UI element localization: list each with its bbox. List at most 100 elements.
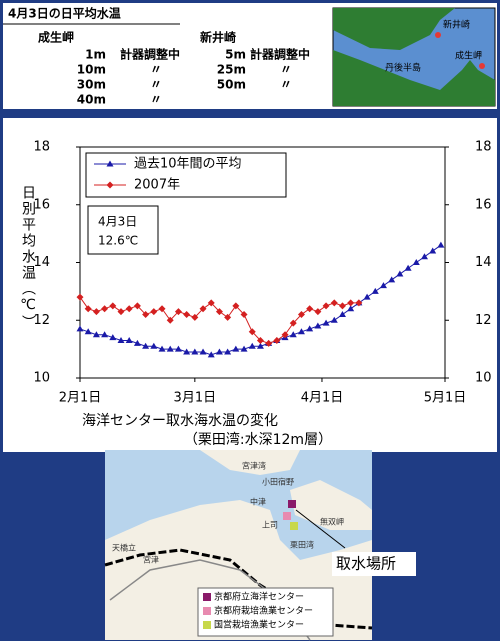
point bbox=[232, 302, 240, 310]
callout-line bbox=[295, 509, 346, 549]
y-tick-label: 10 bbox=[33, 371, 50, 386]
point bbox=[363, 293, 371, 300]
map-label: 上司 bbox=[262, 521, 278, 530]
map-label: 無双岬 bbox=[320, 517, 344, 527]
point bbox=[183, 348, 191, 355]
legend-label: 2007年 bbox=[134, 178, 180, 193]
point bbox=[256, 336, 264, 344]
point bbox=[117, 308, 125, 316]
legend-box bbox=[85, 152, 287, 198]
point bbox=[174, 308, 182, 316]
map-land bbox=[200, 450, 300, 475]
y-tick-label: 18 bbox=[33, 140, 50, 155]
map-label: 宮津湾 bbox=[242, 461, 266, 471]
point bbox=[412, 259, 420, 265]
depth: 50m bbox=[217, 78, 246, 92]
point bbox=[297, 328, 305, 335]
point bbox=[191, 313, 199, 321]
point bbox=[232, 345, 240, 352]
point bbox=[371, 287, 379, 294]
site-marker bbox=[283, 512, 291, 520]
point bbox=[101, 331, 109, 338]
point bbox=[388, 276, 396, 283]
y-tick-label: 12 bbox=[33, 313, 50, 328]
point bbox=[84, 328, 92, 335]
map-legend-label: 京都府栽培漁業センター bbox=[214, 605, 313, 617]
point bbox=[215, 308, 223, 316]
point bbox=[117, 336, 125, 343]
railway bbox=[104, 548, 373, 630]
map-label: 小田宿野 bbox=[262, 477, 294, 487]
point bbox=[289, 331, 297, 338]
point bbox=[437, 241, 445, 248]
depth: 10m bbox=[77, 63, 106, 77]
point bbox=[150, 342, 158, 349]
point bbox=[265, 339, 273, 347]
status: 〃 bbox=[280, 63, 292, 77]
map-legend-label: 国営栽培漁業センター bbox=[214, 619, 304, 631]
point bbox=[207, 351, 215, 358]
point bbox=[92, 331, 100, 338]
y-tick-label: 14 bbox=[33, 255, 50, 270]
y2-tick-label: 18 bbox=[475, 140, 492, 155]
mini-map-land bbox=[333, 8, 455, 50]
point bbox=[150, 308, 158, 316]
map-label: 宮津 bbox=[143, 555, 159, 565]
point bbox=[314, 322, 322, 329]
legend-label: 過去10年間の平均 bbox=[134, 157, 242, 172]
point bbox=[84, 305, 92, 313]
annotation-box bbox=[87, 205, 159, 255]
x-tick-label: 2月1日 bbox=[59, 391, 102, 406]
point bbox=[248, 328, 256, 336]
site-marker bbox=[288, 500, 296, 508]
mini-map-label: 丹後半島 bbox=[385, 62, 421, 74]
y2-tick-label: 14 bbox=[475, 255, 492, 270]
point bbox=[355, 299, 363, 307]
point bbox=[289, 319, 297, 327]
y-tick-label: 16 bbox=[33, 197, 50, 212]
y2-tick-label: 12 bbox=[475, 313, 492, 328]
point bbox=[379, 282, 387, 289]
point bbox=[207, 299, 215, 307]
point bbox=[76, 293, 84, 301]
point bbox=[240, 345, 248, 352]
point bbox=[306, 325, 314, 332]
y2-tick-label: 10 bbox=[475, 371, 492, 386]
status: 計器調整中 bbox=[120, 47, 180, 62]
point bbox=[125, 305, 133, 313]
callout: 取水場所 bbox=[336, 555, 396, 573]
point bbox=[101, 305, 109, 313]
site-dot bbox=[435, 32, 441, 38]
map-label: 中津 bbox=[250, 497, 266, 507]
status: 〃 bbox=[150, 78, 162, 92]
site-name: 新井崎 bbox=[200, 30, 236, 45]
x-tick-label: 4月1日 bbox=[301, 391, 344, 406]
map-legend-label: 京都府立海洋センター bbox=[214, 591, 304, 603]
legend-marker bbox=[106, 181, 114, 189]
mini-map-land bbox=[333, 50, 495, 106]
point bbox=[396, 270, 404, 277]
point bbox=[338, 310, 346, 317]
point bbox=[420, 253, 428, 260]
point bbox=[199, 305, 207, 313]
point bbox=[240, 310, 248, 318]
annotation: 4月3日 bbox=[98, 215, 137, 229]
site-name: 成生岬 bbox=[38, 30, 74, 45]
point bbox=[166, 316, 174, 324]
mini-map bbox=[332, 7, 496, 107]
legend-swatch bbox=[203, 621, 211, 629]
mini-map-label: 成生岬 bbox=[455, 50, 482, 62]
point bbox=[183, 310, 191, 318]
depth: 40m bbox=[77, 93, 106, 107]
mini-map-label: 新井崎 bbox=[443, 19, 470, 31]
y-axis-label: 日別平均水温（℃） bbox=[20, 185, 36, 331]
point bbox=[109, 334, 117, 341]
legend-swatch bbox=[203, 593, 211, 601]
point bbox=[330, 299, 338, 307]
point bbox=[297, 310, 305, 318]
site-dot bbox=[479, 63, 485, 69]
point bbox=[191, 348, 199, 355]
